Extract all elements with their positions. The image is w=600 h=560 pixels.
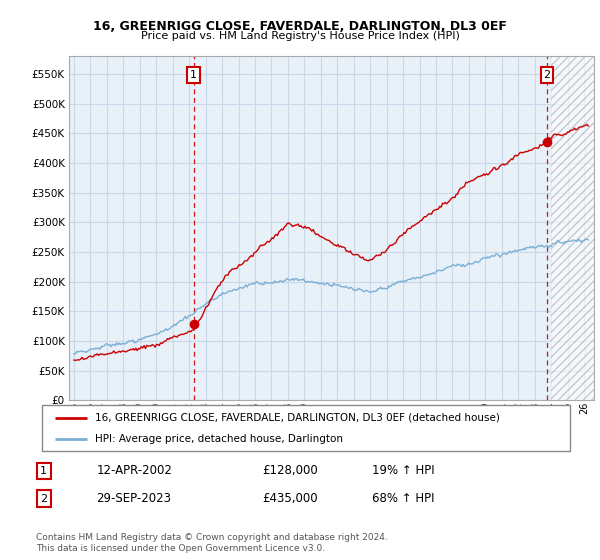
Text: 2: 2 [544, 70, 551, 80]
Text: 16, GREENRIGG CLOSE, FAVERDALE, DARLINGTON, DL3 0EF: 16, GREENRIGG CLOSE, FAVERDALE, DARLINGT… [93, 20, 507, 32]
Text: £128,000: £128,000 [262, 464, 317, 478]
Text: 19% ↑ HPI: 19% ↑ HPI [372, 464, 435, 478]
Text: 2: 2 [40, 493, 47, 503]
Text: Contains HM Land Registry data © Crown copyright and database right 2024.
This d: Contains HM Land Registry data © Crown c… [36, 533, 388, 553]
Text: £435,000: £435,000 [262, 492, 317, 505]
Text: HPI: Average price, detached house, Darlington: HPI: Average price, detached house, Darl… [95, 435, 343, 444]
Text: Price paid vs. HM Land Registry's House Price Index (HPI): Price paid vs. HM Land Registry's House … [140, 31, 460, 41]
Bar [551, 56, 594, 400]
FancyBboxPatch shape [42, 405, 570, 451]
Text: 1: 1 [40, 466, 47, 476]
Text: 68% ↑ HPI: 68% ↑ HPI [372, 492, 435, 505]
Text: 12-APR-2002: 12-APR-2002 [96, 464, 172, 478]
Text: 29-SEP-2023: 29-SEP-2023 [96, 492, 171, 505]
Text: 1: 1 [190, 70, 197, 80]
Text: 16, GREENRIGG CLOSE, FAVERDALE, DARLINGTON, DL3 0EF (detached house): 16, GREENRIGG CLOSE, FAVERDALE, DARLINGT… [95, 413, 500, 423]
Bar [551, 56, 594, 400]
